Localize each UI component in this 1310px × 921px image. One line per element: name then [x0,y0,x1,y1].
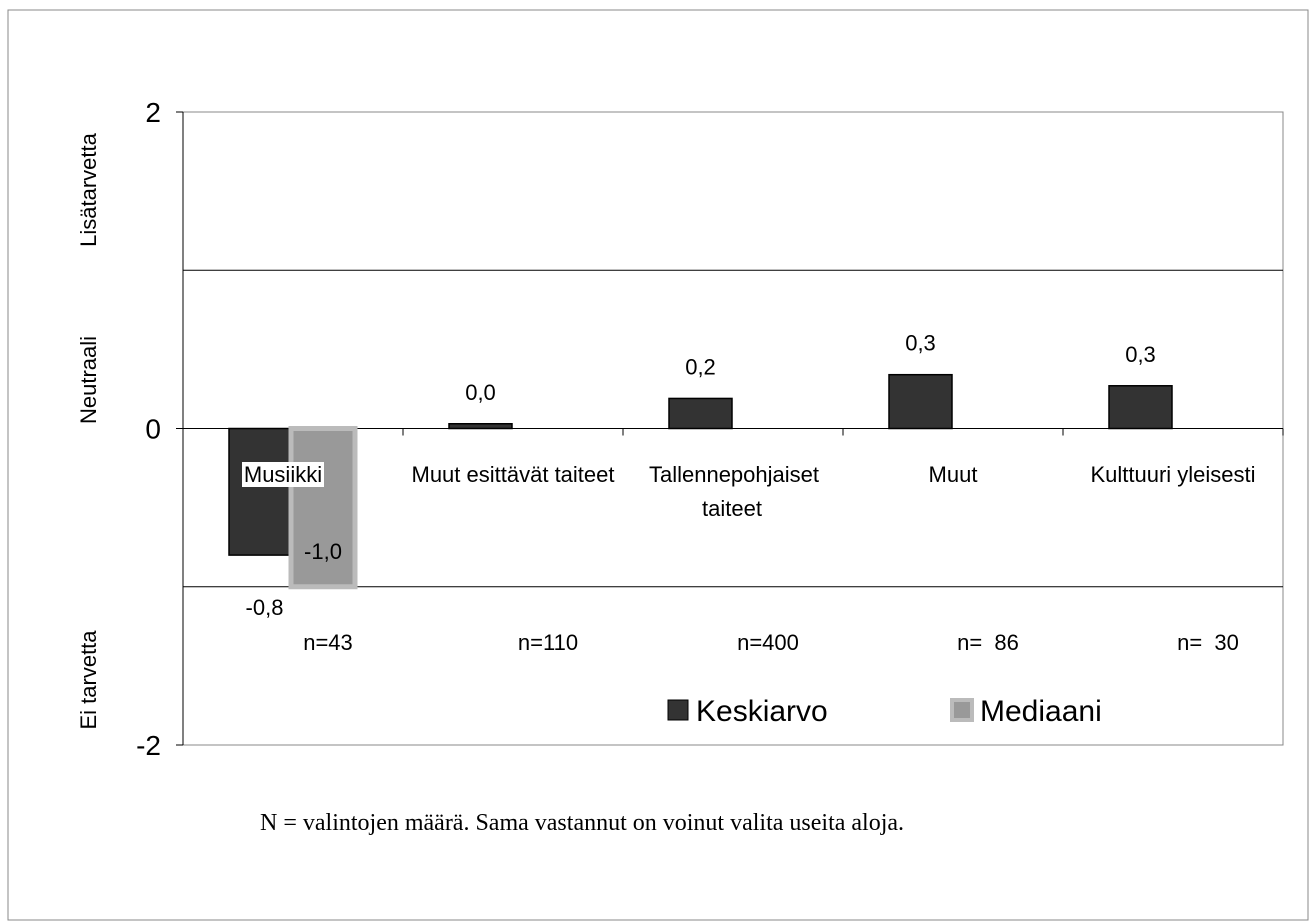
n-label: n= 86 [957,630,1019,655]
value-label: 0,3 [905,331,936,356]
legend-label: Keskiarvo [696,695,828,728]
y-tick-label: 0 [145,414,161,445]
bar [448,423,513,430]
n-label: n=110 [518,630,578,655]
category-text: Musiikki [241,462,325,487]
y-tick-label: -2 [136,730,161,761]
legend-swatch [667,699,689,721]
bar [1108,385,1173,430]
note: N = valintojen määrä. Sama vastannut on … [260,810,904,836]
bar [228,427,293,556]
category-text: Tallennepohjaiset taiteet [646,462,820,521]
x-tick-label: Tallennepohjaiset taiteet [628,458,838,526]
value-label: 0,0 [465,380,496,405]
bar [888,373,953,430]
y-side-label: Ei tarvetta [76,630,101,730]
y-tick-label: 2 [145,97,161,128]
value-label: 0,3 [1125,342,1156,367]
n-label: n=400 [737,630,799,655]
x-tick-label: Musiikki [178,458,388,492]
x-tick-label: Muut esittävät taiteet [408,458,618,492]
legend-swatch [950,698,974,722]
legend-label: Mediaani [980,695,1102,728]
category-text: Kulttuuri yleisesti [1088,462,1258,487]
y-side-label: Lisätarvetta [76,132,101,246]
n-label: n=43 [303,630,353,655]
category-text: Muut esittävät taiteet [409,462,617,487]
bar [668,397,733,430]
x-tick-label: Kulttuuri yleisesti [1068,458,1278,492]
x-tick-label: Muut [848,458,1058,492]
value-label: 0,2 [685,354,716,379]
bar [288,426,358,590]
y-side-label: Neutraali [76,336,101,424]
value-label: -0,8 [246,595,284,620]
frame [7,9,1309,921]
n-label: n= 30 [1177,630,1239,655]
value-label: -1,0 [304,539,342,564]
category-text: Muut [926,462,980,487]
